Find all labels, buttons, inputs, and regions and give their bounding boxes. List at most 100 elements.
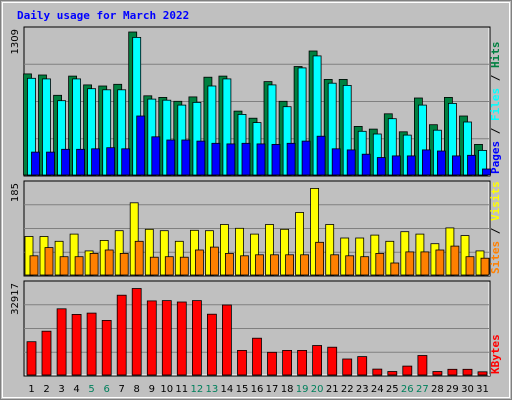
bar-sites-day-28 [435,249,445,276]
x-tick-25: 25 [386,384,399,395]
legend-files: Files [489,88,502,121]
bar-pages-day-10 [166,139,176,176]
bar-sites-day-29 [450,245,460,276]
bar-pages-day-8 [136,115,146,176]
bar-pages-day-30 [467,154,476,176]
bar-sites-day-11 [179,256,189,276]
x-tick-21: 21 [326,384,339,395]
chart-panels: 1309 185 32917 [10,26,491,377]
x-tick-14: 14 [221,384,234,395]
bar-kbytes-day-5 [86,312,97,376]
legend-sites: Sites [489,241,502,274]
ymax-label-kbytes: 32917 [10,283,21,315]
bar-kbytes-day-9 [146,300,157,376]
bar-kbytes-day-19 [297,349,308,376]
bar-pages-day-16 [256,143,266,176]
bar-pages-day-21 [331,148,341,176]
bar-visits-day-8 [129,202,139,276]
bar-pages-day-14 [226,143,236,176]
bar-sites-day-12 [194,249,204,276]
bar-sites-day-24 [375,252,385,276]
x-tick-23: 23 [356,384,369,395]
bar-pages-day-9 [151,136,161,176]
bar-kbytes-day-13 [206,313,217,376]
x-tick-27: 27 [416,384,429,395]
bar-pages-day-5 [91,148,100,176]
bar-pages-day-3 [61,148,70,176]
bar-kbytes-day-12 [191,300,202,376]
bar-kbytes-day-1 [26,341,37,376]
legend-separator: / [489,221,502,241]
bar-kbytes-day-22 [342,358,353,376]
bar-sites-day-4 [74,256,84,276]
bar-visits-day-30 [460,235,470,276]
bar-kbytes-day-24 [372,368,383,376]
series-sites [29,240,490,276]
bar-sites-day-10 [164,256,174,276]
bar-sites-day-1 [29,255,39,276]
bar-sites-day-30 [465,256,475,276]
legend-kbytes: KBytes [489,334,502,374]
bar-pages-day-29 [451,155,461,176]
x-tick-26: 26 [401,384,414,395]
bar-kbytes-day-8 [131,288,142,376]
bar-pages-day-17 [271,143,281,176]
bar-visits-day-14 [219,224,229,276]
bar-kbytes-day-11 [176,301,187,376]
bar-kbytes-day-4 [71,313,82,376]
bar-kbytes-day-26 [402,365,413,376]
legend-hits-files-pages: Pages / Files / Hits [489,42,502,175]
bar-sites-day-19 [300,254,310,276]
bar-visits-day-19 [295,212,305,276]
bar-kbytes-day-28 [432,371,443,376]
bar-pages-day-18 [286,142,296,176]
bar-pages-day-28 [436,150,446,176]
bar-visits-day-20 [310,187,320,276]
bar-kbytes-day-2 [41,330,52,376]
bar-pages-day-15 [241,142,251,176]
chart-title: Daily usage for March 2022 [17,9,189,22]
x-tick-16: 16 [251,384,264,395]
bar-kbytes-day-23 [357,356,368,376]
bar-visits-day-15 [235,227,244,276]
bar-pages-day-26 [406,155,416,176]
bar-sites-day-8 [134,240,144,276]
bar-pages-day-22 [346,149,356,176]
panel-hits-files-pages: 1309 [10,26,491,177]
bar-sites-day-31 [480,257,490,276]
bar-sites-day-26 [405,251,415,276]
legend-visits: Visits [489,181,502,221]
bar-sites-day-2 [44,247,54,276]
bar-sites-day-21 [330,254,340,276]
bar-sites-day-13 [209,246,219,276]
bar-pages-day-19 [301,140,311,176]
bar-sites-day-16 [255,254,264,276]
bar-kbytes-day-15 [237,349,247,376]
bar-pages-day-4 [76,148,85,176]
bar-kbytes-day-29 [447,368,458,376]
x-tick-18: 18 [281,384,294,395]
bar-pages-day-2 [46,151,55,176]
x-tick-31: 31 [476,384,489,395]
x-tick-17: 17 [266,384,279,395]
bar-visits-day-9 [144,228,154,276]
x-tick-8: 8 [134,384,140,395]
bar-sites-day-20 [315,241,325,276]
bar-pages-day-11 [181,139,191,176]
panel-kbytes: 32917 [10,280,491,377]
bar-sites-day-18 [285,254,295,276]
bar-visits-day-21 [325,224,335,276]
bar-kbytes-day-18 [282,349,293,376]
bar-pages-day-7 [121,148,131,176]
bar-pages-day-24 [376,157,386,176]
bar-kbytes-day-27 [417,355,428,376]
series-pages [31,115,491,176]
x-axis-ticks: 1 2 3 4 5 6 7 8 9 10 11 12 13 14 15 16 17 18 19 20 21 22 23 24 2… [28,384,489,395]
x-tick-28: 28 [431,384,444,395]
bar-visits-day-4 [69,233,79,276]
x-tick-5: 5 [88,384,94,395]
bar-sites-day-27 [420,251,430,276]
bar-kbytes-day-16 [252,337,262,376]
x-tick-11: 11 [175,384,188,395]
